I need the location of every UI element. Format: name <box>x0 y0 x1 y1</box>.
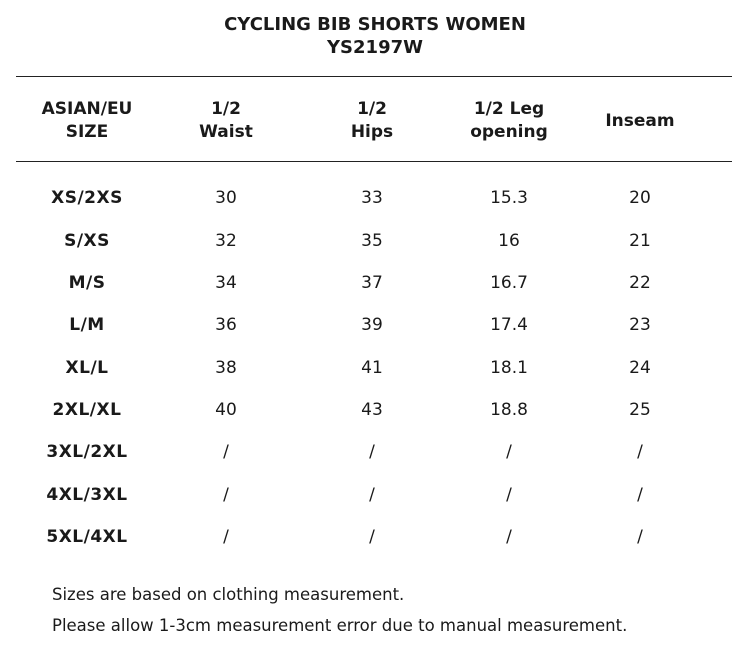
size-cell: 3XL/2XL <box>46 442 128 462</box>
waist-cell: / <box>223 442 229 462</box>
waist-cell: 38 <box>215 358 237 378</box>
header-label: opening <box>470 122 548 142</box>
waist-cell: / <box>223 485 229 505</box>
hips-cell: 37 <box>361 273 383 293</box>
table-row: XS/2XS 30 33 15.3 20 <box>0 183 750 213</box>
hips-cell: / <box>369 442 375 462</box>
size-cell: 2XL/XL <box>52 400 122 420</box>
table-row: L/M 36 39 17.4 23 <box>0 310 750 340</box>
inseam-cell: / <box>637 485 643 505</box>
inseam-cell: 25 <box>629 400 651 420</box>
hips-cell: 35 <box>361 231 383 251</box>
hips-cell: / <box>369 527 375 547</box>
size-cell: S/XS <box>64 231 110 251</box>
table-row: 4XL/3XL / / / / <box>0 480 750 510</box>
header-hips: 1/2 Hips <box>312 96 432 146</box>
hips-cell: 43 <box>361 400 383 420</box>
leg-opening-cell: 17.4 <box>490 315 528 335</box>
size-cell: 5XL/4XL <box>46 527 128 547</box>
leg-opening-cell: / <box>506 485 512 505</box>
inseam-cell: / <box>637 527 643 547</box>
leg-opening-cell: 16 <box>498 231 520 251</box>
header-label: 1/2 <box>357 99 387 119</box>
table-row: 5XL/4XL / / / / <box>0 522 750 552</box>
header-label: ASIAN/EU <box>41 99 133 119</box>
waist-cell: 34 <box>215 273 237 293</box>
inseam-cell: 23 <box>629 315 651 335</box>
hips-cell: 41 <box>361 358 383 378</box>
hips-cell: / <box>369 485 375 505</box>
header-label: Hips <box>350 122 394 142</box>
waist-cell: 30 <box>215 188 237 208</box>
header-divider <box>16 161 732 162</box>
product-code: YS2197W <box>327 37 423 58</box>
chart-title: CYCLING BIB SHORTS WOMEN <box>224 14 526 35</box>
waist-cell: 40 <box>215 400 237 420</box>
leg-opening-cell: / <box>506 527 512 547</box>
header-label: 1/2 Leg <box>473 99 545 119</box>
inseam-cell: / <box>637 442 643 462</box>
header-label: Inseam <box>605 110 675 131</box>
leg-opening-cell: 18.8 <box>490 400 528 420</box>
size-cell: L/M <box>69 315 105 335</box>
table-row: XL/L 38 41 18.1 24 <box>0 353 750 383</box>
inseam-cell: 22 <box>629 273 651 293</box>
waist-cell: 32 <box>215 231 237 251</box>
header-leg-opening: 1/2 Leg opening <box>434 96 584 146</box>
leg-opening-cell: 15.3 <box>490 188 528 208</box>
table-row: 3XL/2XL / / / / <box>0 437 750 467</box>
waist-cell: 36 <box>215 315 237 335</box>
size-cell: XS/2XS <box>51 188 123 208</box>
header-label: Waist <box>199 122 253 142</box>
header-inseam: Inseam <box>580 96 700 146</box>
table-row: S/XS 32 35 16 21 <box>0 226 750 256</box>
waist-cell: / <box>223 527 229 547</box>
hips-cell: 33 <box>361 188 383 208</box>
hips-cell: 39 <box>361 315 383 335</box>
header-size: ASIAN/EU SIZE <box>12 96 162 146</box>
leg-opening-cell: / <box>506 442 512 462</box>
inseam-cell: 20 <box>629 188 651 208</box>
header-label: 1/2 <box>211 99 241 119</box>
inseam-cell: 21 <box>629 231 651 251</box>
leg-opening-cell: 18.1 <box>490 358 528 378</box>
size-cell: M/S <box>68 273 106 293</box>
header-waist: 1/2 Waist <box>166 96 286 146</box>
size-cell: XL/L <box>65 358 109 378</box>
inseam-cell: 24 <box>629 358 651 378</box>
table-row: 2XL/XL 40 43 18.8 25 <box>0 395 750 425</box>
leg-opening-cell: 16.7 <box>490 273 528 293</box>
size-cell: 4XL/3XL <box>46 485 128 505</box>
error-note: Please allow 1-3cm measurement error due… <box>52 616 628 635</box>
table-row: M/S 34 37 16.7 22 <box>0 268 750 298</box>
header-label: SIZE <box>65 122 109 142</box>
top-divider <box>16 76 732 77</box>
measurement-note: Sizes are based on clothing measurement. <box>52 585 405 604</box>
